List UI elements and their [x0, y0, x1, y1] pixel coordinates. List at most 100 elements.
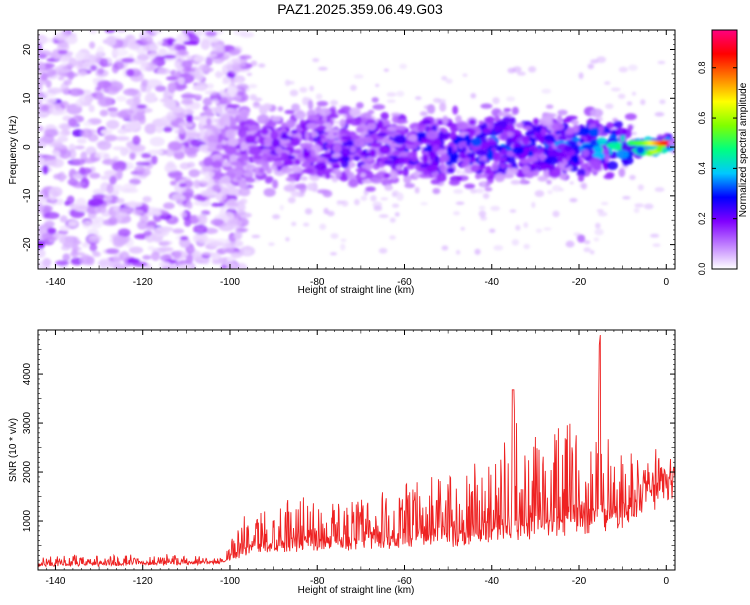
spectrogram-cell: [478, 205, 486, 211]
spectrogram-cell: [494, 125, 504, 134]
spectrogram-cell: [456, 168, 461, 175]
spectrogram-cell: [62, 253, 71, 262]
spectrogram-cell: [71, 158, 86, 166]
spectrogram-cell: [499, 163, 507, 169]
spectrogram-cell: [72, 173, 83, 180]
spectrogram-cell: [395, 164, 402, 171]
spectrogram-cell: [583, 240, 591, 245]
y-tick-label: -20: [22, 237, 33, 252]
x-tick-label: -140: [45, 277, 65, 288]
spectrogram-cell: [126, 201, 143, 208]
spectrogram-cell: [440, 153, 450, 163]
spectrogram-cell: [541, 128, 547, 137]
spectrogram-cell: [615, 127, 627, 136]
spectrogram-cell: [222, 211, 235, 222]
spectrogram-cell: [178, 126, 186, 135]
spectrogram-cell: [491, 161, 500, 172]
spectrogram-cell: [327, 132, 335, 140]
spectrogram-cell: [389, 217, 396, 223]
spectrogram-cell: [367, 121, 377, 131]
spectrogram-cell: [204, 90, 218, 95]
spectrogram-cell: [239, 31, 255, 38]
spectrogram-cell: [90, 64, 98, 72]
spectrogram-cell: [273, 160, 284, 167]
spectrogram-cell: [119, 251, 130, 262]
spectrogram-cell: [112, 190, 120, 196]
spectrogram-cell: [179, 211, 187, 218]
spectrogram-cell: [606, 161, 619, 171]
spectrogram-cell: [215, 191, 227, 202]
spectrogram-cell: [182, 109, 195, 115]
spectrogram-cell: [208, 36, 220, 43]
spectrogram-cell: [113, 263, 128, 269]
spectrogram-cell: [42, 164, 49, 175]
spectrogram-cell: [552, 210, 560, 218]
spectrogram-cell: [302, 96, 309, 106]
y-tick-label: 1000: [22, 509, 33, 532]
spectrogram-cell: [425, 164, 438, 173]
colorbar-gradient: [711, 29, 738, 270]
y-tick-label: 2000: [22, 460, 33, 483]
spectrogram-cell: [176, 33, 189, 44]
spectrogram-cell: [151, 58, 158, 65]
spectrogram-cell: [118, 108, 135, 119]
spectrogram-cell: [365, 186, 376, 192]
spectrogram-cell: [147, 149, 164, 155]
spectrogram-cell: [657, 60, 666, 65]
spectrogram-cell: [106, 183, 114, 194]
spectrogram-cell: [239, 62, 247, 68]
spectrogram-cell: [346, 139, 353, 146]
spectrogram-cell: [507, 155, 516, 164]
y-tick-label: 20: [22, 44, 33, 56]
spectrogram-cell: [595, 222, 601, 229]
spectrogram-cell: [393, 125, 407, 131]
spectrogram-cell: [239, 54, 252, 60]
spectrogram-cell: [301, 168, 314, 174]
spectrogram-x-label: Height of straight line (km): [298, 285, 415, 296]
spectrogram-cell: [559, 188, 565, 192]
spectrogram-cell: [478, 210, 487, 218]
spectrogram-cell: [362, 136, 374, 145]
spectrogram-cell: [506, 150, 515, 157]
spectrogram-cell: [136, 168, 151, 177]
spectrogram-cell: [302, 222, 310, 227]
spectrogram-cell: [131, 209, 144, 215]
spectrogram-cell: [47, 227, 57, 235]
spectrogram-cell: [38, 203, 45, 213]
spectrogram-cell: [172, 228, 185, 234]
spectrogram-cell: [165, 76, 179, 81]
spectrogram-cell: [618, 66, 628, 73]
spectrogram-cell: [349, 145, 357, 153]
spectrogram-cell: [617, 93, 626, 99]
spectrogram-cell: [283, 159, 294, 166]
spectrogram-cell: [68, 148, 77, 160]
spectrogram-cell: [38, 156, 45, 165]
spectrogram-cell: [626, 101, 633, 106]
spectrogram-cell: [589, 250, 595, 255]
spectrogram-cell: [106, 119, 120, 130]
spectrogram-cell: [321, 137, 328, 143]
spectrogram-cell: [185, 131, 201, 139]
spectrogram-cell: [520, 177, 527, 184]
spectrogram-cell: [571, 119, 579, 125]
x-tick-label: -40: [485, 576, 500, 587]
spectrogram-cell: [294, 110, 306, 120]
spectrogram-cell: [208, 171, 216, 178]
spectrogram-cell: [241, 112, 248, 118]
spectrogram-cell: [349, 117, 362, 126]
x-tick-label: -80: [310, 576, 325, 587]
spectrogram-cell: [222, 243, 235, 254]
spectrogram-cell: [634, 203, 644, 208]
spectrogram-cell: [179, 162, 191, 170]
spectrogram-cell: [349, 107, 361, 117]
spectrogram-cell: [564, 145, 572, 152]
spectrogram-cell: [572, 154, 580, 164]
spectrogram-cell: [111, 184, 124, 192]
spectrogram-cell: [262, 103, 272, 111]
spectrogram-cell: [495, 145, 503, 152]
spectrogram-cell: [295, 123, 302, 133]
x-tick-label: -120: [133, 277, 153, 288]
spectrogram-cell: [180, 99, 194, 105]
spectrogram-cell: [49, 186, 63, 197]
spectrogram-cell: [133, 59, 144, 65]
